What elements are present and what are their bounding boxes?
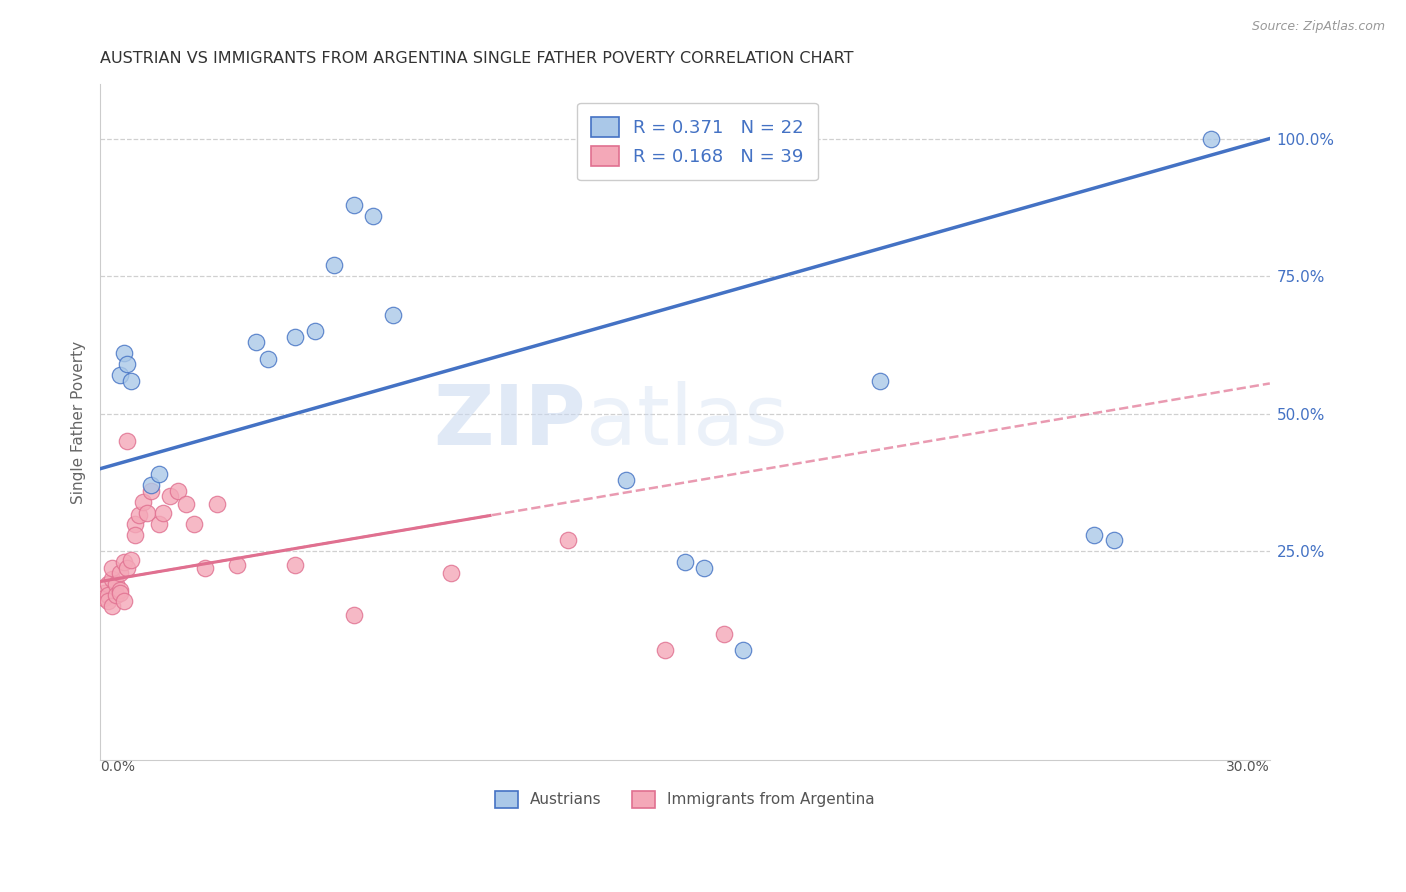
Point	[167, 483, 190, 498]
Point	[194, 561, 217, 575]
Point	[104, 577, 127, 591]
Point	[284, 558, 307, 572]
Point	[139, 478, 162, 492]
Point	[108, 368, 131, 383]
Legend: Austrians, Immigrants from Argentina: Austrians, Immigrants from Argentina	[489, 785, 882, 814]
Point	[97, 588, 120, 602]
Point	[93, 585, 115, 599]
Point	[557, 533, 579, 548]
Point	[120, 552, 142, 566]
Point	[97, 594, 120, 608]
Point	[124, 528, 146, 542]
Point	[139, 483, 162, 498]
Text: ZIP: ZIP	[433, 382, 585, 462]
Point	[128, 508, 150, 523]
Y-axis label: Single Father Poverty: Single Father Poverty	[72, 341, 86, 503]
Point	[381, 308, 404, 322]
Point	[135, 506, 157, 520]
Point	[108, 566, 131, 581]
Point	[108, 582, 131, 597]
Point	[112, 594, 135, 608]
Point	[97, 577, 120, 591]
Point	[673, 555, 696, 569]
Point	[284, 329, 307, 343]
Point	[1102, 533, 1125, 548]
Point	[93, 591, 115, 605]
Point	[225, 558, 247, 572]
Text: 30.0%: 30.0%	[1226, 760, 1270, 774]
Point	[101, 561, 124, 575]
Point	[256, 351, 278, 366]
Point	[120, 374, 142, 388]
Point	[117, 357, 139, 371]
Point	[342, 197, 364, 211]
Point	[1083, 528, 1105, 542]
Text: AUSTRIAN VS IMMIGRANTS FROM ARGENTINA SINGLE FATHER POVERTY CORRELATION CHART: AUSTRIAN VS IMMIGRANTS FROM ARGENTINA SI…	[100, 51, 853, 66]
Point	[148, 516, 170, 531]
Point	[101, 572, 124, 586]
Point	[183, 516, 205, 531]
Point	[101, 599, 124, 614]
Text: 0.0%: 0.0%	[100, 760, 135, 774]
Point	[733, 643, 755, 657]
Point	[104, 588, 127, 602]
Point	[654, 643, 676, 657]
Point	[132, 494, 155, 508]
Point	[112, 555, 135, 569]
Point	[117, 434, 139, 449]
Text: atlas: atlas	[585, 382, 787, 462]
Text: Source: ZipAtlas.com: Source: ZipAtlas.com	[1251, 20, 1385, 33]
Point	[148, 467, 170, 482]
Point	[693, 561, 716, 575]
Point	[361, 209, 384, 223]
Point	[616, 473, 638, 487]
Point	[304, 324, 326, 338]
Point	[174, 498, 197, 512]
Point	[1201, 131, 1223, 145]
Point	[117, 561, 139, 575]
Point	[869, 374, 891, 388]
Point	[108, 585, 131, 599]
Point	[342, 607, 364, 622]
Point	[112, 346, 135, 360]
Point	[323, 258, 346, 272]
Point	[152, 506, 174, 520]
Point	[440, 566, 463, 581]
Point	[713, 627, 735, 641]
Point	[159, 489, 181, 503]
Point	[205, 498, 228, 512]
Point	[245, 335, 267, 350]
Point	[124, 516, 146, 531]
